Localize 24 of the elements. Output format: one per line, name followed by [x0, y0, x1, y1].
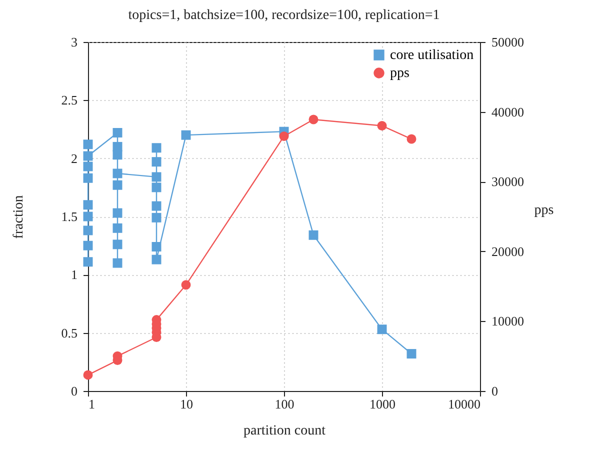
- y-tick-label: 2: [71, 150, 78, 166]
- x-tick-label: 10: [180, 396, 193, 412]
- x-tick-label: 100: [274, 396, 294, 412]
- x-tick-label: 1000: [370, 396, 396, 412]
- x-tick-label: 10000: [448, 396, 480, 412]
- y2-tick-label: 30000: [492, 174, 524, 190]
- y-tick-label: 1.5: [61, 209, 78, 224]
- legend-label: core utilisation: [390, 48, 474, 63]
- y-tick-label: 3: [71, 34, 78, 50]
- x-axis-title: partition count: [243, 424, 326, 438]
- y2-tick-label: 20000: [492, 244, 524, 259]
- y-tick-label: 1: [71, 267, 78, 282]
- x-tick-label: 1: [88, 396, 95, 412]
- y2-tick-label: 50000: [492, 34, 524, 50]
- y-tick-label: 2.5: [61, 92, 78, 108]
- y-tick-label: 0: [71, 384, 78, 398]
- chart-title: topics=1, batchsize=100, recordsize=100, replication=1: [128, 8, 440, 23]
- y2-tick-label: 10000: [492, 314, 524, 329]
- y-tick-label: 0.5: [61, 325, 78, 340]
- y2-tick-label: 0: [492, 384, 498, 398]
- legend-label: pps: [390, 66, 410, 81]
- y2-tick-label: 40000: [492, 104, 524, 120]
- y-axis-title: fraction: [11, 195, 26, 239]
- y2-axis-title: pps: [534, 203, 554, 218]
